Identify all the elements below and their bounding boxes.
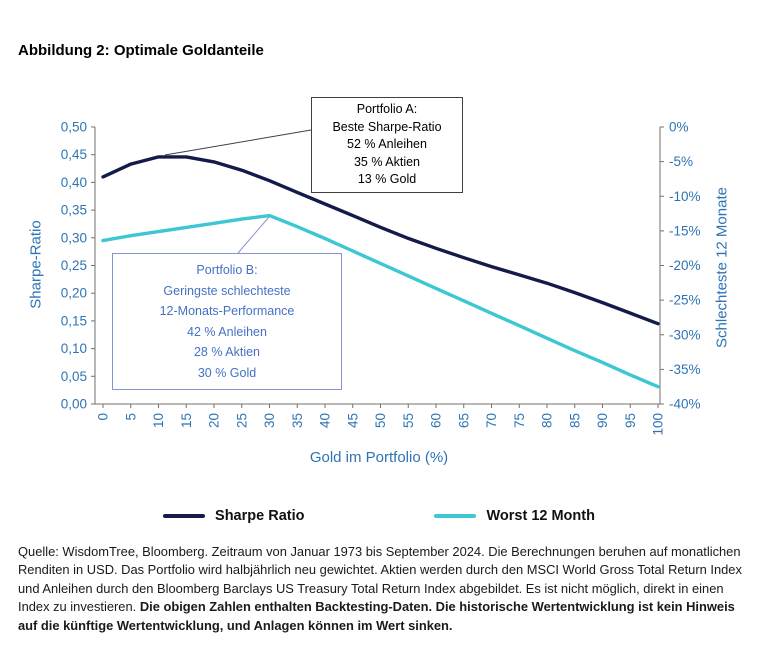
y-left-tick-label: 0,30: [61, 230, 87, 245]
y-left-tick-label: 0,50: [61, 120, 87, 135]
x-tick-label: 35: [290, 413, 305, 428]
x-tick-label: 95: [623, 413, 638, 428]
x-tick-label: 75: [512, 413, 527, 428]
y-left-tick-label: 0,45: [61, 147, 87, 162]
x-tick-label: 90: [595, 413, 610, 428]
x-tick-label: 25: [234, 413, 249, 428]
figure-title: Abbildung 2: Optimale Goldanteile: [18, 42, 264, 59]
annotation-a-line: 35 % Aktien: [353, 154, 420, 169]
annotation-b-line: Geringste schlechteste: [163, 283, 291, 298]
chart-canvas: 0,00 0,05 0,10 0,15 0,20 0,25 0,30 0,35 0,40 0,45…: [61, 120, 701, 436]
y-right-tick-label: -5%: [669, 154, 693, 169]
sharpe-ratio-line-swatch: [163, 514, 206, 518]
annotation-b-line: 30 % Gold: [197, 365, 257, 380]
legend-item-sharpe-ratio: Sharpe Ratio: [163, 508, 304, 524]
y-right-tick-label: -40%: [669, 397, 701, 412]
x-tick-label: 50: [373, 413, 388, 428]
y-left-tick-label: 0,05: [61, 369, 87, 384]
annotation-portfolio-b: Portfolio B: Geringste schlechteste 12-M…: [112, 253, 342, 390]
annotation-portfolio-a: Portfolio A: Beste Sharpe-Ratio 52 % Anl…: [311, 97, 463, 193]
x-axis-title: Gold im Portfolio (%): [309, 449, 449, 466]
x-tick-label: 45: [345, 413, 360, 428]
y-right-tick-label: -30%: [669, 327, 701, 342]
y-left-tick-label: 0,10: [61, 341, 87, 356]
annotation-a-leader-line: [164, 129, 312, 156]
y-right-tick-label: 0%: [669, 120, 689, 135]
annotation-b-leader-line: [237, 216, 270, 254]
annotation-a-line: Portfolio A:: [356, 102, 418, 116]
annotation-b-line: 12-Monats-Performance: [159, 304, 295, 318]
annotation-b-line: 42 % Anleihen: [187, 324, 267, 339]
x-tick-label: 85: [567, 413, 582, 428]
x-tick-label: 55: [401, 413, 416, 428]
right-axis-title: Schlechteste 12 Monate: [713, 187, 731, 348]
y-left-tick-label: 0,25: [61, 258, 87, 273]
x-tick-label: 15: [179, 413, 194, 428]
source-text: Quelle: WisdomTree, Bloomberg. Zeitraum …: [18, 544, 742, 615]
annotation-a-line: 13 % Gold: [357, 172, 417, 186]
x-tick-label: 100: [651, 413, 666, 436]
x-tick-label: 20: [207, 413, 222, 428]
left-axis-title: Sharpe-Ratio: [27, 220, 45, 309]
series-line-sharpe-ratio: [101, 155, 660, 326]
annotation-b-line: Portfolio B:: [196, 263, 258, 277]
y-left-tick-label: 0,00: [61, 397, 87, 412]
x-tick-label: 70: [484, 413, 499, 428]
x-tick-label: 0: [96, 413, 111, 421]
source-disclaimer-text: Quelle: WisdomTree, Bloomberg. Zeitraum …: [18, 543, 742, 635]
x-tick-label: 60: [429, 413, 444, 428]
legend-label: Worst 12 Month: [486, 508, 595, 524]
y-right-tick-label: -35%: [669, 362, 701, 377]
y-left-tick-label: 0,20: [61, 286, 87, 301]
x-tick-label: 80: [540, 413, 555, 428]
x-tick-label: 5: [123, 413, 138, 421]
series-line-worst-12-month: [101, 213, 660, 389]
y-right-tick-label: -10%: [669, 189, 701, 204]
y-right-tick-label: -25%: [669, 293, 701, 308]
annotation-a-line: 52 % Anleihen: [347, 137, 427, 151]
disclaimer-bold-text: Die obigen Zahlen enthalten Backtesting-…: [18, 599, 735, 633]
x-tick-label: 65: [456, 413, 471, 428]
y-right-tick-label: -20%: [669, 258, 701, 273]
worst-12-month-line-swatch: [434, 514, 477, 518]
y-left-tick-label: 0,40: [61, 175, 87, 190]
annotation-b-line: 28 % Aktien: [193, 345, 260, 359]
legend-label: Sharpe Ratio: [215, 508, 305, 524]
y-right-tick-label: -15%: [669, 223, 701, 238]
y-left-tick-label: 0,35: [61, 203, 87, 218]
legend-item-worst-12-month: Worst 12 Month: [434, 508, 595, 524]
x-tick-label: 30: [262, 413, 277, 428]
y-left-tick-label: 0,15: [61, 313, 87, 328]
x-tick-label: 10: [151, 413, 166, 428]
annotation-a-line: Beste Sharpe-Ratio: [332, 119, 442, 134]
legend: Sharpe Ratio Worst 12 Month: [0, 508, 758, 524]
x-tick-label: 40: [318, 413, 333, 428]
